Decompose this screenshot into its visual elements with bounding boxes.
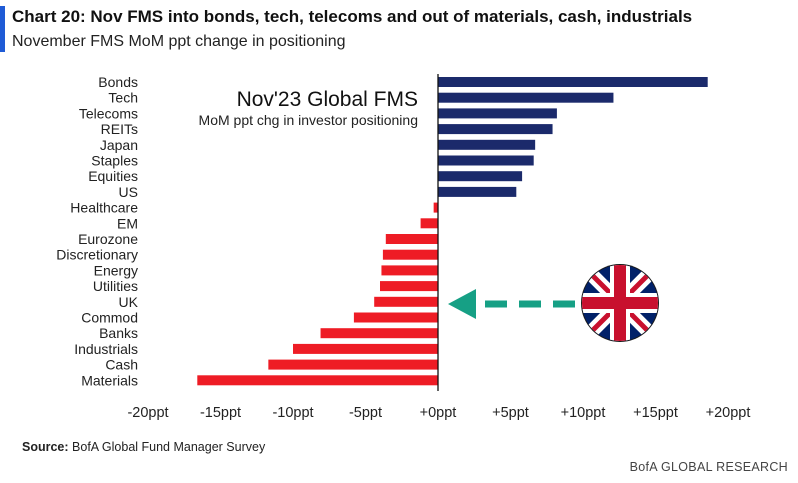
bar-telecoms [438, 108, 557, 119]
chart-title: Chart 20: Nov FMS into bonds, tech, tele… [12, 7, 693, 26]
category-label: EM [117, 215, 138, 231]
bar-materials [197, 375, 438, 386]
bars-group [197, 77, 708, 386]
category-label: Tech [108, 90, 138, 106]
bar-uk [374, 296, 438, 307]
inset-subtitle: MoM ppt chg in investor positioning [199, 112, 418, 128]
category-label: REITs [101, 121, 138, 137]
category-label: Industrials [74, 341, 138, 357]
bar-commod [353, 312, 438, 323]
category-label: Discretionary [56, 247, 138, 263]
category-label: Commod [81, 310, 138, 326]
source-note: Source: BofA Global Fund Manager Survey [22, 440, 265, 454]
bar-industrials [293, 343, 438, 354]
x-tick-label: +10ppt [561, 405, 606, 421]
category-label: UK [119, 294, 139, 310]
bar-japan [438, 139, 536, 150]
source-text: BofA Global Fund Manager Survey [72, 440, 266, 454]
bar-energy [381, 265, 438, 276]
category-label: Utilities [93, 278, 138, 294]
category-label: Eurozone [78, 231, 138, 247]
bar-cash [268, 359, 438, 370]
bar-discretionary [382, 249, 438, 260]
category-label: Energy [94, 262, 138, 278]
category-label: US [119, 184, 138, 200]
x-tick-label: +0ppt [420, 405, 457, 421]
bar-banks [320, 328, 438, 339]
bar-us [438, 186, 517, 197]
x-tick-label: -10ppt [272, 405, 313, 421]
bar-tech [438, 92, 614, 103]
x-tick-label: -5ppt [349, 405, 382, 421]
inset-title: Nov'23 Global FMS [237, 88, 418, 111]
x-tick-label: -20ppt [127, 405, 168, 421]
bar-healthcare [433, 202, 438, 213]
bar-eurozone [385, 234, 438, 244]
category-label: Telecoms [79, 105, 138, 121]
bar-staples [438, 155, 534, 166]
category-label: Cash [105, 357, 138, 373]
source-label: Source: [22, 440, 69, 454]
x-tick-label: +20ppt [706, 405, 751, 421]
category-label: Japan [100, 137, 138, 153]
x-tick-labels: -20ppt -15ppt -10ppt -5ppt +0ppt +5ppt +10ppt +… [127, 405, 750, 421]
title-accent-bar [0, 6, 5, 52]
x-tick-label: -15ppt [200, 405, 241, 421]
uk-flag-icon [581, 264, 659, 342]
x-tick-label: +5ppt [492, 405, 529, 421]
category-label: Bonds [98, 74, 138, 90]
bar-bonds [438, 77, 708, 87]
category-label: Banks [99, 325, 138, 341]
category-label: Healthcare [70, 200, 138, 216]
x-tick-label: +15ppt [633, 405, 678, 421]
bar-em [420, 218, 438, 229]
category-label: Staples [91, 153, 138, 169]
bar-equities [438, 171, 523, 182]
bar-reits [438, 124, 553, 135]
category-label: Materials [81, 372, 138, 388]
category-label: Equities [88, 168, 138, 184]
brand-label: BofA GLOBAL RESEARCH [629, 460, 788, 474]
highlight-arrow [448, 289, 575, 319]
bar-utilities [380, 281, 438, 292]
category-labels: BondsTechTelecomsREITsJapanStaplesEquiti… [56, 74, 138, 388]
chart-subtitle: November FMS MoM ppt change in positioni… [12, 33, 346, 50]
